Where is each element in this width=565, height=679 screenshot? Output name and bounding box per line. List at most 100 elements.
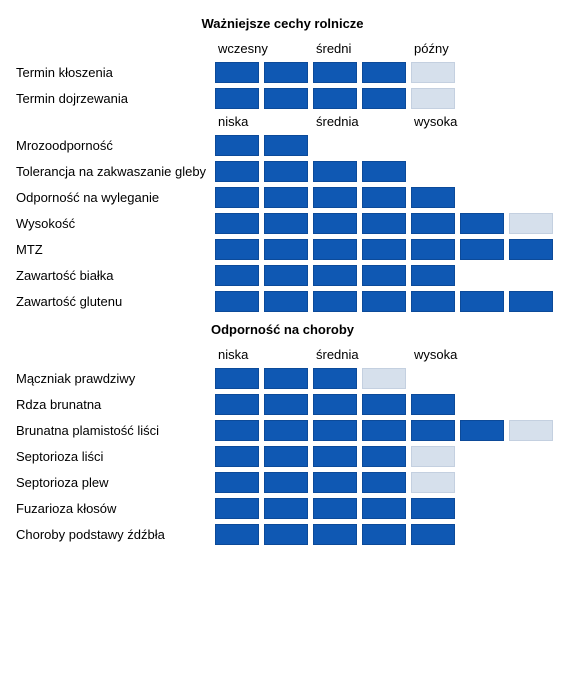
cell-filled	[362, 161, 406, 182]
section: Ważniejsze cechy rolniczewczesnyśrednipó…	[10, 16, 555, 312]
trait-label: Mrozoodporność	[10, 138, 215, 153]
cell-filled	[362, 88, 406, 109]
cell-filled	[313, 368, 357, 389]
trait-label: Brunatna plamistość liści	[10, 423, 215, 438]
cell-filled	[215, 446, 259, 467]
trait-row: Brunatna plamistość liści	[10, 420, 555, 441]
cell-filled	[264, 291, 308, 312]
trait-cells	[215, 187, 455, 208]
cell-filled	[509, 291, 553, 312]
cell-filled	[215, 420, 259, 441]
cell-filled	[411, 265, 455, 286]
cell-filled	[215, 187, 259, 208]
trait-cells	[215, 368, 406, 389]
trait-row: Termin kłoszenia	[10, 62, 555, 83]
trait-cells	[215, 472, 455, 493]
trait-label: Termin dojrzewania	[10, 91, 215, 106]
scale-header: niska średnia wysoka	[215, 114, 555, 129]
trait-label: Zawartość białka	[10, 268, 215, 283]
cell-filled	[264, 498, 308, 519]
trait-label: Odporność na wyleganie	[10, 190, 215, 205]
cell-filled	[264, 524, 308, 545]
cell-empty	[509, 420, 553, 441]
cell-filled	[215, 135, 259, 156]
trait-row: Septorioza plew	[10, 472, 555, 493]
trait-cells	[215, 524, 455, 545]
cell-filled	[313, 239, 357, 260]
cell-filled	[215, 498, 259, 519]
cell-filled	[411, 239, 455, 260]
trait-cells	[215, 291, 553, 312]
cell-filled	[411, 524, 455, 545]
trait-cells	[215, 135, 308, 156]
scale-header-label: niska	[215, 347, 308, 362]
scale-header-label: późny	[411, 41, 455, 56]
cell-filled	[264, 62, 308, 83]
trait-row: Zawartość glutenu	[10, 291, 555, 312]
scale-header-label: średni	[313, 41, 406, 56]
cell-filled	[313, 446, 357, 467]
cell-filled	[362, 472, 406, 493]
cell-filled	[411, 498, 455, 519]
cell-filled	[362, 187, 406, 208]
cell-filled	[362, 498, 406, 519]
scale-header: niskaśredniawysoka	[215, 347, 555, 362]
cell-filled	[313, 524, 357, 545]
section-title: Ważniejsze cechy rolnicze	[10, 16, 555, 31]
cell-empty	[411, 446, 455, 467]
cell-filled	[215, 62, 259, 83]
cell-filled	[460, 239, 504, 260]
cell-filled	[313, 187, 357, 208]
cell-filled	[215, 368, 259, 389]
scale-header-label: niska	[215, 114, 308, 129]
trait-row: Zawartość białka	[10, 265, 555, 286]
cell-filled	[215, 161, 259, 182]
trait-label: Tolerancja na zakwaszanie gleby	[10, 164, 215, 179]
cell-filled	[313, 394, 357, 415]
trait-label: Choroby podstawy źdźbła	[10, 527, 215, 542]
cell-filled	[362, 420, 406, 441]
trait-row: Odporność na wyleganie	[10, 187, 555, 208]
scale-header: wczesnyśrednipóźny	[215, 41, 555, 56]
scale-header-label: średnia	[313, 114, 406, 129]
section: Odporność na choroby niskaśredniawysokaMą…	[10, 322, 555, 545]
trait-label: Wysokość	[10, 216, 215, 231]
cell-filled	[264, 420, 308, 441]
trait-cells	[215, 239, 553, 260]
cell-empty	[411, 88, 455, 109]
trait-label: Termin kłoszenia	[10, 65, 215, 80]
trait-cells	[215, 213, 553, 234]
trait-label: Mączniak prawdziwy	[10, 371, 215, 386]
cell-filled	[411, 291, 455, 312]
cell-filled	[362, 291, 406, 312]
trait-label: Septorioza plew	[10, 475, 215, 490]
scale-header-label: wysoka	[411, 114, 455, 129]
section-title: Odporność na choroby	[10, 322, 555, 337]
cell-filled	[215, 394, 259, 415]
trait-cells	[215, 498, 455, 519]
cell-filled	[313, 213, 357, 234]
cell-filled	[362, 265, 406, 286]
trait-label: MTZ	[10, 242, 215, 257]
trait-cells	[215, 446, 455, 467]
cell-filled	[411, 394, 455, 415]
cell-filled	[264, 394, 308, 415]
cell-filled	[411, 420, 455, 441]
cell-filled	[215, 239, 259, 260]
cell-empty	[411, 472, 455, 493]
cell-filled	[215, 472, 259, 493]
cell-filled	[362, 524, 406, 545]
cell-filled	[362, 446, 406, 467]
cell-filled	[264, 88, 308, 109]
cell-empty	[509, 213, 553, 234]
cell-filled	[215, 291, 259, 312]
cell-empty	[411, 62, 455, 83]
cell-filled	[313, 62, 357, 83]
cell-filled	[313, 420, 357, 441]
cell-filled	[313, 161, 357, 182]
trait-label: Septorioza liści	[10, 449, 215, 464]
cell-filled	[313, 472, 357, 493]
trait-label: Zawartość glutenu	[10, 294, 215, 309]
cell-filled	[264, 213, 308, 234]
cell-filled	[460, 420, 504, 441]
